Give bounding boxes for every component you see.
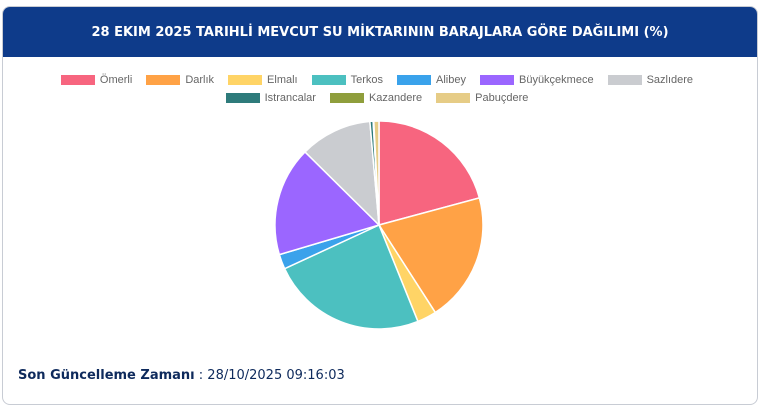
legend-item: Kazandere bbox=[329, 92, 423, 104]
legend-label: Pabuçdere bbox=[475, 92, 529, 104]
legend-item: Sazlıdere bbox=[607, 74, 694, 86]
legend-label: Istrancalar bbox=[264, 92, 316, 104]
legend-swatch bbox=[146, 75, 181, 85]
legend-item: Ömerli bbox=[60, 74, 133, 86]
legend-label: Ömerli bbox=[99, 74, 133, 86]
legend-swatch bbox=[225, 93, 260, 103]
legend-swatch bbox=[479, 75, 514, 85]
legend-swatch bbox=[607, 75, 642, 85]
legend: Ömerli Darlık Elmalı Terkos Alibey Büyükçekme… bbox=[27, 74, 727, 104]
chart-title: 28 EKIM 2025 TARIHLİ MEVCUT SU MİKTARINI… bbox=[3, 7, 757, 57]
pie-slice bbox=[378, 120, 481, 226]
legend-item: Büyükçekmece bbox=[479, 74, 594, 86]
pie-slice bbox=[372, 120, 380, 226]
legend-label: Kazandere bbox=[368, 92, 423, 104]
legend-item: Pabuçdere bbox=[436, 92, 528, 104]
legend-label: Darlık bbox=[185, 74, 215, 86]
legend-swatch bbox=[397, 75, 432, 85]
legend-item: Istrancalar bbox=[225, 92, 316, 104]
footer: Son Güncelleme Zamanı : 28/10/2025 09:16… bbox=[18, 368, 345, 383]
legend-swatch bbox=[311, 75, 346, 85]
pie-slice bbox=[303, 120, 380, 227]
footer-separator: : bbox=[198, 368, 204, 383]
legend-label: Alibey bbox=[436, 74, 466, 86]
legend-label: Elmalı bbox=[267, 74, 298, 86]
card: 28 EKIM 2025 TARIHLİ MEVCUT SU MİKTARINI… bbox=[2, 6, 758, 405]
legend-item: Darlık bbox=[146, 74, 214, 86]
pie-slice bbox=[377, 196, 484, 314]
legend-swatch bbox=[228, 75, 263, 85]
footer-value: 28/10/2025 09:16:03 bbox=[207, 368, 345, 383]
footer-label: Son Güncelleme Zamanı bbox=[18, 368, 195, 383]
pie-slice bbox=[283, 223, 419, 330]
legend-label: Büyükçekmece bbox=[518, 74, 594, 86]
legend-swatch bbox=[329, 93, 364, 103]
legend-item: Alibey bbox=[397, 74, 466, 86]
legend-swatch bbox=[436, 93, 471, 103]
legend-label: Terkos bbox=[350, 74, 384, 86]
legend-item: Terkos bbox=[311, 74, 384, 86]
legend-item: Elmalı bbox=[228, 74, 298, 86]
legend-swatch bbox=[60, 75, 95, 85]
pie-slice bbox=[274, 150, 381, 256]
legend-label: Sazlıdere bbox=[646, 74, 694, 86]
